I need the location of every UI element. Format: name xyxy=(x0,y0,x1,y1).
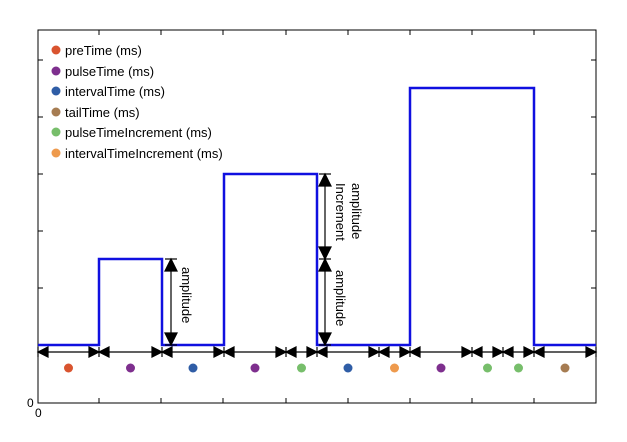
segment-arrow-head-left xyxy=(36,346,49,358)
segment-arrow-head-left xyxy=(408,346,421,358)
plot-frame xyxy=(37,29,597,404)
legend-marker xyxy=(51,86,61,96)
y-origin-label: 0 xyxy=(27,396,34,410)
segment-arrow-head-right xyxy=(399,346,412,358)
waveform-line xyxy=(38,86,596,347)
segment-arrow-head-right xyxy=(88,346,101,358)
segment-arrow-head-right xyxy=(585,346,598,358)
segment-arrow-head-right xyxy=(275,346,288,358)
amplitude-label-2: amplitude xyxy=(333,270,348,326)
legend-label: pulseTimeIncrement (ms) xyxy=(65,125,212,140)
segment-arrow-head-left xyxy=(377,346,390,358)
segment-dot xyxy=(188,363,198,373)
segment-dots xyxy=(64,363,570,373)
legend-marker xyxy=(51,127,61,137)
segment-arrow-head-left xyxy=(470,346,483,358)
time-segments xyxy=(36,346,598,358)
segment-dot xyxy=(64,363,73,373)
segment-arrow-head-left xyxy=(160,346,173,358)
legend-marker xyxy=(51,66,61,76)
segment-arrow-head-right xyxy=(213,346,226,358)
segment-dot xyxy=(390,363,399,373)
segment-dot xyxy=(343,363,353,373)
segment-arrow-head-left xyxy=(315,346,328,358)
legend-marker xyxy=(51,107,61,117)
legend-label: pulseTime (ms) xyxy=(65,64,154,79)
legend-label: preTime (ms) xyxy=(65,43,142,58)
legend: preTime (ms) pulseTime (ms) intervalTime… xyxy=(51,43,223,161)
segment-dot xyxy=(297,363,306,373)
legend-label: intervalTimeIncrement (ms) xyxy=(65,146,223,161)
segment-arrow-head-left xyxy=(222,346,235,358)
segment-dot xyxy=(483,363,492,373)
legend-marker xyxy=(51,45,61,55)
segment-arrow-head-left xyxy=(97,346,110,358)
amplitude-arrows xyxy=(164,172,332,347)
amplitude-increment-label-line2: Increment xyxy=(333,183,348,241)
x-origin-label: 0 xyxy=(35,406,42,420)
segment-arrow-head-right xyxy=(492,346,505,358)
segment-arrow-head-left xyxy=(284,346,297,358)
amplitude-label: amplitude xyxy=(179,267,194,323)
segment-dot xyxy=(436,363,446,373)
segment-dot xyxy=(560,363,570,373)
segment-arrow-head-right xyxy=(368,346,381,358)
segment-arrow-head-right xyxy=(523,346,536,358)
legend-label: tailTime (ms) xyxy=(65,105,140,120)
segment-arrow-head-left xyxy=(501,346,514,358)
amplitude-increment-label-line1: amplitude xyxy=(349,183,364,239)
segment-arrow-head-left xyxy=(532,346,545,358)
segment-arrow-head-right xyxy=(306,346,319,358)
legend-marker xyxy=(51,148,61,158)
segment-dot xyxy=(126,363,135,373)
segment-dot xyxy=(250,363,260,373)
legend-label: intervalTime (ms) xyxy=(65,84,165,99)
segment-arrow-head-right xyxy=(151,346,164,358)
segment-arrow-head-right xyxy=(461,346,474,358)
segment-dot xyxy=(514,363,523,373)
